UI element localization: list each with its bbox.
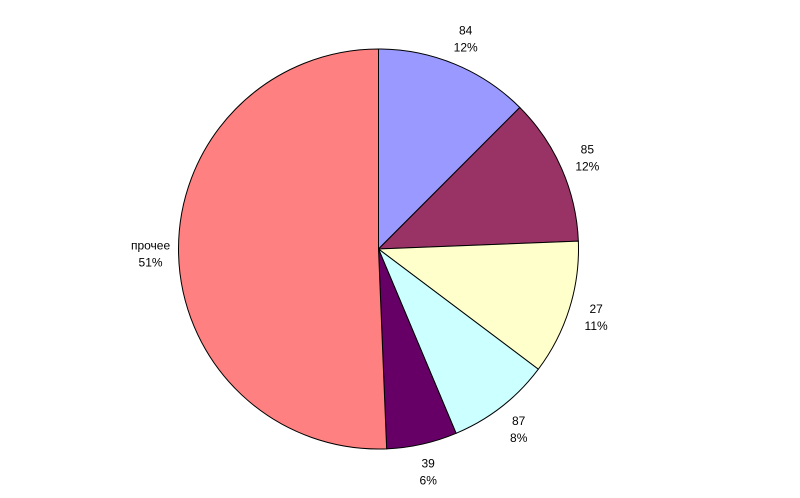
pie-slice-84	[378, 48, 521, 251]
slice-percent-label: 8%	[510, 431, 528, 445]
pie-slices	[178, 48, 579, 450]
slice-label: 27 11%	[585, 302, 608, 333]
slice-label: прочее 51%	[131, 239, 171, 270]
slice-percent-label: 51%	[139, 256, 163, 270]
slice-percent-label: 11%	[585, 319, 608, 333]
slice-label: 84 12%	[454, 23, 478, 54]
slice-category-label: 27	[589, 302, 603, 316]
slice-category-label: прочее	[131, 239, 171, 253]
slice-label: 39 6%	[420, 457, 438, 488]
pie-labels: 84 12%85 12%27 11%87 8%39 6%прочее 51%	[131, 23, 608, 487]
slice-percent-label: 6%	[420, 474, 438, 488]
slice-percent-label: 12%	[575, 160, 599, 174]
slice-percent-label: 12%	[454, 40, 478, 54]
slice-category-label: 84	[459, 23, 473, 37]
slice-category-label: 87	[512, 414, 526, 428]
pie-slice-27	[377, 240, 579, 370]
slice-label: 87 8%	[510, 414, 528, 445]
slice-label: 85 12%	[575, 143, 599, 174]
slice-category-label: 39	[422, 457, 436, 471]
slice-category-label: 85	[581, 143, 595, 157]
pie-slice-other	[178, 48, 388, 450]
pie-slice-87	[377, 247, 540, 434]
pie-slice-85	[377, 106, 579, 250]
